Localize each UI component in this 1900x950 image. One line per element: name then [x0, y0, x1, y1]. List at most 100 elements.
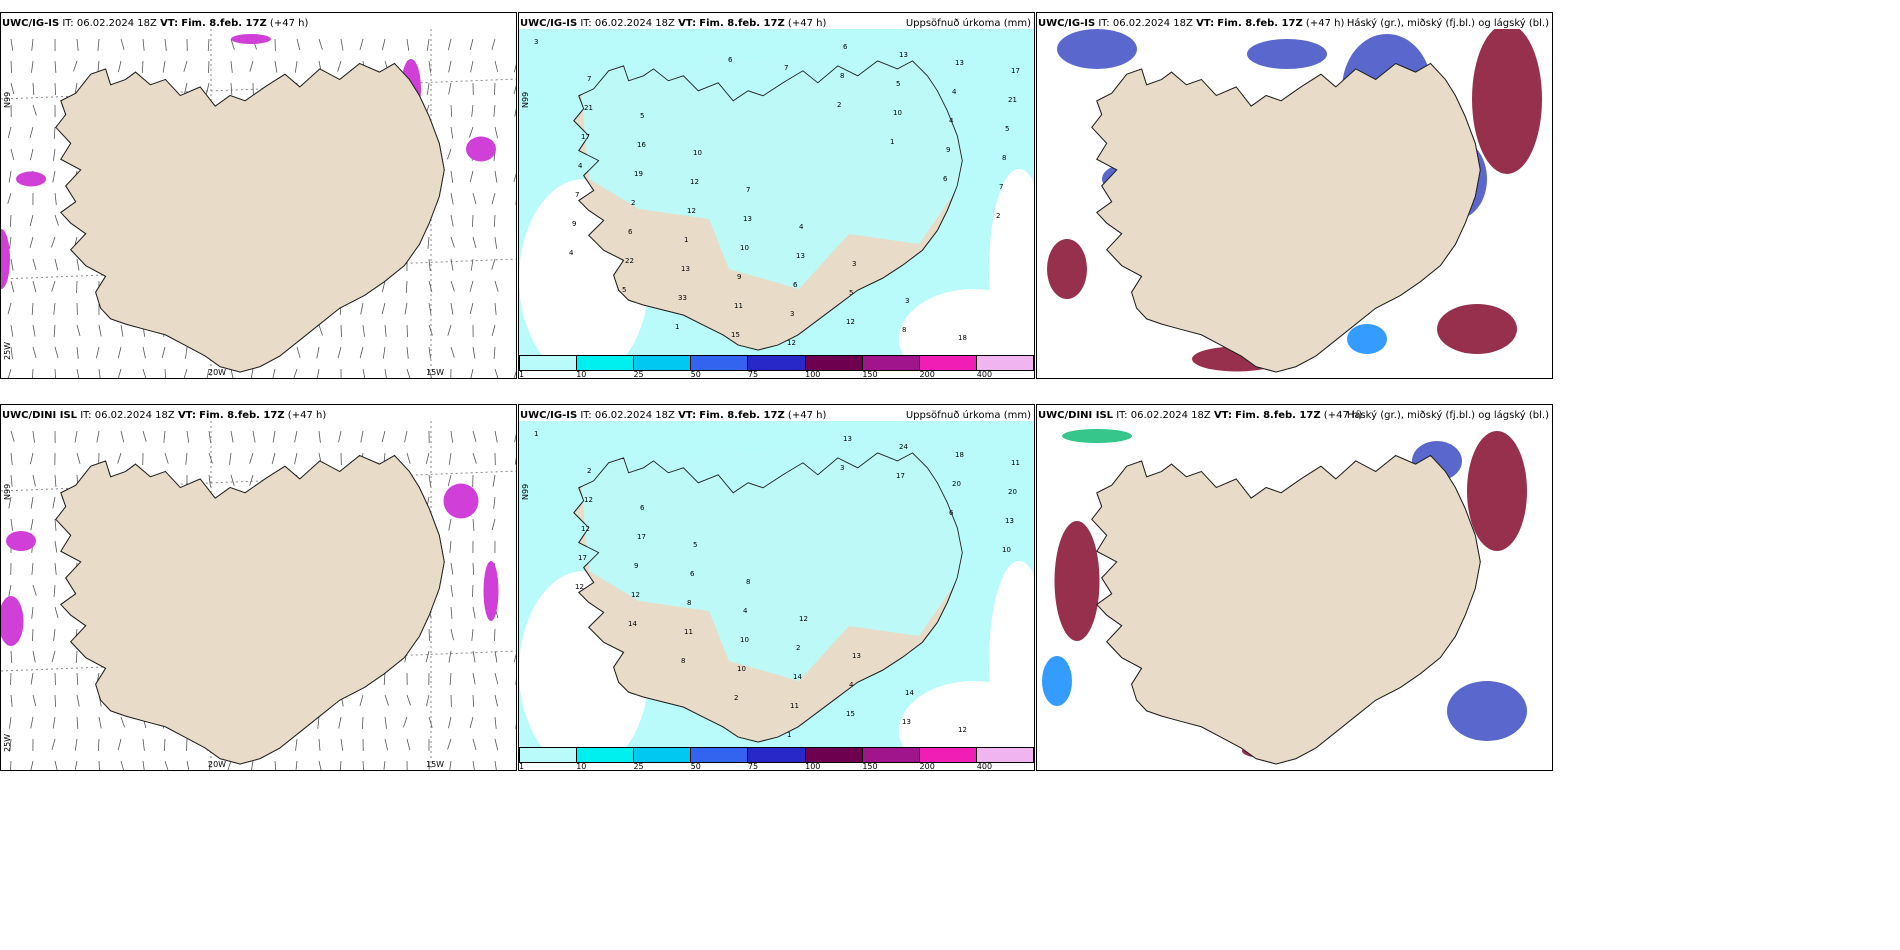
wind-barb	[494, 738, 499, 751]
wind-barb	[229, 452, 232, 465]
precip-value-label: 8	[902, 326, 906, 334]
snow-precip-patch	[6, 531, 36, 551]
it-label: IT:	[1098, 18, 1110, 29]
wind-barb	[450, 584, 454, 597]
wind-barb	[384, 324, 387, 337]
precip-value-label: 21	[584, 104, 593, 112]
cloud-patch	[1054, 521, 1100, 641]
precip-value-label: 12	[690, 178, 699, 186]
colorbar-segment	[976, 748, 1033, 762]
wind-barb	[447, 738, 452, 750]
precip-value-label: 12	[787, 339, 796, 347]
it-label: IT:	[80, 410, 92, 421]
wind-barb	[164, 368, 167, 378]
wind-barb	[163, 738, 166, 751]
wind-barb	[494, 236, 498, 249]
wind-barb	[428, 628, 431, 641]
wind-barb	[142, 738, 145, 751]
wind-barb	[230, 430, 234, 443]
wind-barb	[514, 63, 516, 73]
wind-barb	[337, 60, 342, 72]
colorbar-segment	[862, 356, 920, 370]
wind-barb	[186, 430, 190, 443]
precip-value-label: 2	[837, 101, 841, 109]
wind-barb	[381, 430, 386, 443]
wind-barb	[491, 258, 496, 270]
wind-barb	[117, 368, 122, 378]
cloud-patch	[1047, 239, 1087, 299]
cloud-patch	[1437, 304, 1517, 354]
wind-barb	[10, 82, 15, 95]
wind-barb	[448, 716, 452, 729]
wind-barb	[472, 214, 474, 227]
wind-barb	[9, 214, 12, 227]
wind-barb	[53, 148, 56, 161]
wind-barb	[10, 258, 14, 271]
model-label: UWC/DINI ISL	[1038, 410, 1114, 421]
wind-barb	[448, 82, 452, 95]
wind-barb	[163, 430, 166, 443]
precip-value-label: 17	[1011, 67, 1020, 75]
wind-barb	[384, 368, 387, 378]
colorbar-segment	[520, 748, 578, 762]
colorbar-segment	[805, 748, 863, 762]
precip-value-label: 11	[790, 702, 799, 710]
wind-barb	[10, 760, 12, 770]
wind-barb	[448, 518, 452, 531]
wind-barb	[249, 452, 254, 464]
wind-barb	[54, 258, 59, 271]
wind-barb	[30, 518, 34, 531]
latitude-label: 25W	[3, 733, 12, 752]
vt-label: VT:	[678, 18, 697, 29]
precip-value-label: 10	[1002, 546, 1011, 554]
precip-value-label: 6	[628, 228, 633, 236]
wind-barb	[426, 38, 430, 51]
wind-barb	[76, 368, 80, 378]
wind-barb	[10, 148, 15, 161]
wind-barb	[250, 368, 254, 378]
graticule-line	[1, 258, 516, 280]
wind-barb	[469, 302, 474, 315]
precip-value-label: 4	[849, 681, 854, 689]
precip-value-label: 10	[740, 244, 749, 252]
precip-value-label: 20	[1008, 488, 1017, 496]
panel-header: UWC/DINI ISL IT: 06.02.2024 18Z VT: Fim.…	[1038, 410, 1362, 422]
colorbar-tick-label: 200	[919, 762, 935, 771]
it-value: 06.02.2024 18Z	[1112, 18, 1193, 29]
latitude-label: N99	[521, 91, 530, 108]
wind-barb	[316, 346, 320, 359]
panel-header: UWC/IG-IS IT: 06.02.2024 18Z VT: Fim. 8.…	[1038, 18, 1344, 30]
wind-barb	[54, 606, 59, 618]
wind-barb	[10, 280, 15, 293]
precip-value-label: 8	[840, 72, 844, 80]
wind-barb	[142, 368, 147, 378]
precip-value-label: 10	[737, 665, 746, 673]
snow-precip-patch	[483, 561, 499, 621]
wind-barb	[360, 430, 364, 443]
longitude-label: 15W	[426, 368, 445, 377]
wind-barb	[472, 606, 476, 619]
precip-value-label: 17	[637, 533, 646, 541]
wind-barb	[32, 694, 37, 707]
wind-barb	[318, 760, 322, 770]
wind-barb	[98, 368, 101, 378]
panel-product-title: Uppsöfnuð úrkoma (mm)	[905, 410, 1031, 421]
wind-barb	[359, 38, 364, 51]
precip-value-label: 11	[684, 628, 693, 636]
wind-barb	[32, 258, 37, 270]
cloud-patch	[1472, 29, 1542, 174]
cloud-patch	[1247, 39, 1327, 69]
wind-barb	[404, 430, 408, 443]
precip-value-label: 13	[852, 652, 861, 660]
precip-value-label: 24	[899, 443, 908, 451]
wind-barb	[494, 368, 499, 378]
precip-value-label: 13	[796, 252, 805, 260]
map-frame: UWC/IG-IS IT: 06.02.2024 18Z VT: Fim. 8.…	[0, 12, 517, 379]
wind-barb	[494, 82, 496, 95]
precip-value-label: 15	[731, 331, 740, 339]
wind-barb	[10, 430, 15, 442]
wind-barb	[54, 60, 57, 73]
wind-barb	[98, 324, 102, 337]
coastline	[573, 452, 963, 743]
wind-barb	[472, 562, 475, 575]
